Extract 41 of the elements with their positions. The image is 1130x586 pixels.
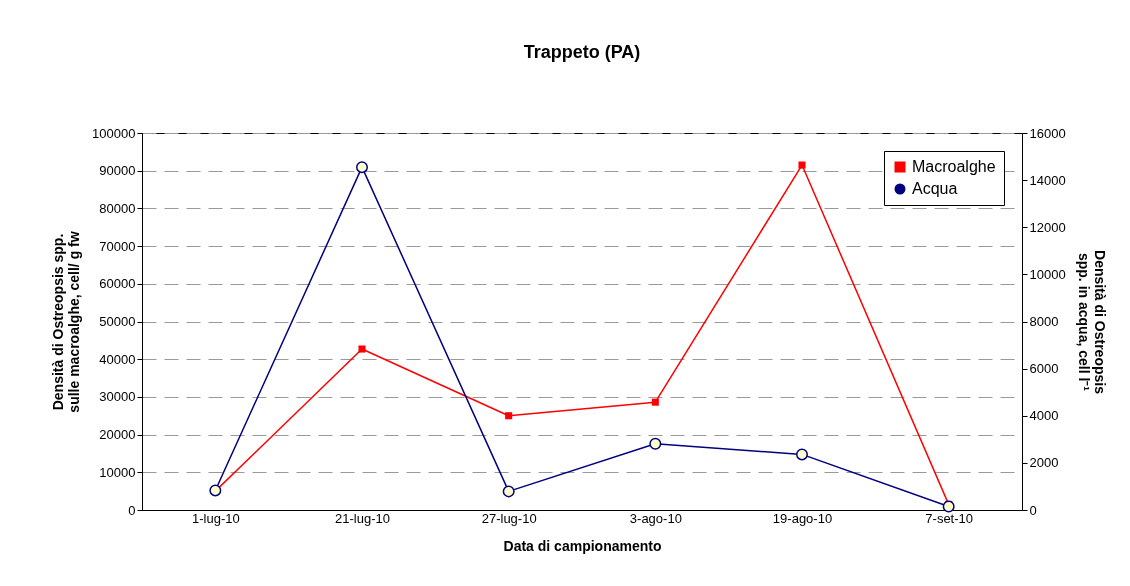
y2-tick-label: 12000	[1029, 219, 1066, 235]
y-tick-label: 40000	[99, 351, 136, 367]
point	[798, 161, 806, 169]
y-tick-label: 100000	[92, 125, 136, 141]
point	[502, 485, 515, 498]
y-tick-label: 70000	[99, 238, 136, 254]
y2-tick-label: 6000	[1029, 361, 1059, 377]
y2-tick-label: 14000	[1029, 172, 1066, 188]
y-tick-label: 60000	[99, 276, 136, 292]
y-axis-title: Densità di Ostreopsis spp. sulle macroalghe, cell/ g fw	[50, 231, 83, 413]
y2-tick-label: 2000	[1029, 455, 1059, 471]
y2-tick-label: 16000	[1029, 125, 1066, 141]
x-axis-title: Data di campionamento	[503, 537, 662, 554]
y-tick-label: 10000	[99, 464, 136, 480]
x-tick-label: 3-ago-10	[629, 510, 682, 526]
y2-tick-label: 8000	[1029, 314, 1059, 329]
y2-axis-title: Densità di Ostreopsis spp. in acqua, cell l⁻¹	[1075, 250, 1108, 395]
point	[358, 345, 366, 353]
point	[649, 437, 662, 450]
y2-tick-label: 0	[1029, 502, 1037, 518]
point	[505, 412, 513, 420]
y-tick-label: 50000	[99, 314, 136, 329]
x-tick-label: 19-ago-10	[772, 510, 833, 526]
point	[796, 448, 808, 461]
x-tick-label: 7-set-10	[925, 510, 974, 526]
point	[651, 398, 659, 406]
y-tick-label: 0	[128, 502, 136, 518]
y-tick-label: 80000	[99, 200, 136, 216]
x-tick-label: 27-lug-10	[481, 510, 537, 526]
y2-tick-label: 4000	[1029, 408, 1059, 424]
point	[942, 500, 955, 513]
y-tick-label: 30000	[99, 389, 136, 405]
legend-label: Macroalghe	[912, 158, 996, 175]
x-tick-label: 1-lug-10	[191, 510, 240, 526]
y-tick-label: 20000	[99, 427, 136, 443]
legend-label: Acqua	[912, 180, 958, 197]
chart-title: Trappeto (PA)	[523, 42, 641, 62]
x-tick-label: 21-lug-10	[335, 510, 390, 526]
y-tick-label: 90000	[99, 163, 136, 179]
point	[356, 161, 368, 174]
y2-tick-label: 10000	[1029, 266, 1066, 282]
